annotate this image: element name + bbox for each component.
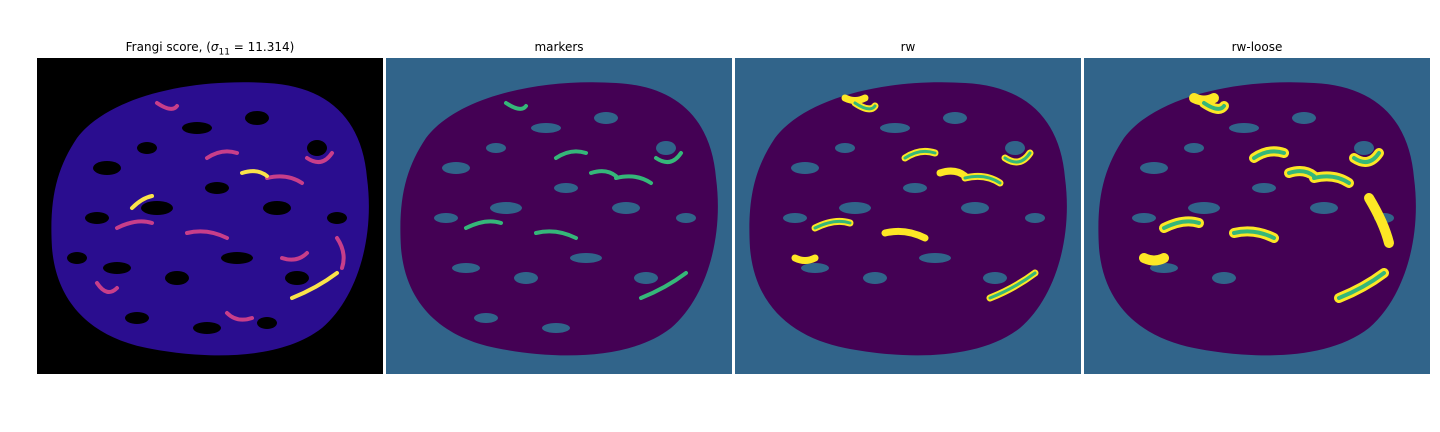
markers-tissue (400, 82, 718, 356)
frangi-panel-title: Frangi score, (σ11 = 11.314) (125, 40, 295, 58)
rw-loose-image (1084, 58, 1430, 374)
frangi-tissue-blob (51, 82, 369, 356)
markers-background-gaps (434, 112, 696, 333)
rw-panel-title: rw (900, 40, 916, 54)
frangi-score-image (37, 58, 383, 374)
markers-seeds (464, 101, 688, 300)
frangi-vessels (95, 101, 346, 322)
rw-loose-tissue (1098, 82, 1416, 356)
rw-background-gaps (783, 112, 1045, 284)
rw-loose-markers (1162, 101, 1386, 300)
rw-markers (813, 101, 1037, 300)
frangi-strong-vessels (130, 169, 339, 300)
rw-image (735, 58, 1081, 374)
rw-loose-panel-title: rw-loose (1231, 40, 1283, 54)
frangi-dark-holes (67, 111, 347, 334)
markers-panel-title: markers (534, 40, 584, 54)
rw-loose-background-gaps (1132, 112, 1394, 284)
markers-image (386, 58, 732, 374)
rw-tissue (749, 82, 1067, 356)
